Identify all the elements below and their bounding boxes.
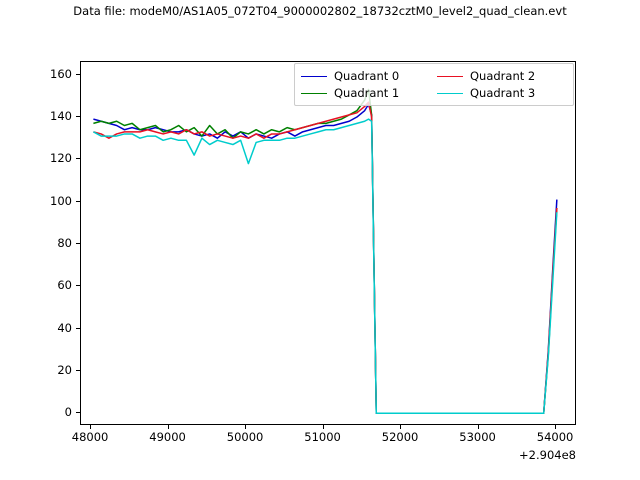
y-tick-mark: [76, 200, 80, 202]
y-axis-labels: 0 20 40 60 80 100 120 140 160: [0, 0, 72, 480]
legend-entry: Quadrant 1: [301, 85, 431, 101]
x-tick-mark: [555, 425, 557, 429]
x-tick-mark: [477, 425, 479, 429]
x-tick-label: 53000: [459, 430, 496, 444]
y-tick-label: 160: [50, 66, 72, 81]
y-tick-mark: [76, 412, 80, 414]
x-tick-label: 50000: [226, 430, 264, 444]
series-line: [93, 101, 558, 415]
y-tick-mark: [76, 116, 80, 118]
y-tick-label: 80: [57, 236, 72, 250]
legend-entry: Quadrant 2: [437, 68, 567, 84]
x-tick-label: 54000: [536, 430, 574, 444]
legend-color-swatch: [301, 92, 327, 94]
y-tick-label: 0: [64, 405, 72, 420]
x-axis-offset-label: +2.904e8: [519, 448, 576, 462]
legend-label: Quadrant 2: [470, 69, 536, 83]
legend-entry: Quadrant 0: [301, 68, 431, 84]
y-tick-label: 120: [50, 151, 72, 166]
y-tick-mark: [76, 73, 80, 75]
y-tick-mark: [76, 369, 80, 371]
series-line: [93, 118, 558, 415]
y-tick-label: 60: [57, 278, 72, 293]
x-tick-label: 52000: [381, 430, 419, 444]
series-line: [93, 88, 558, 415]
figure-title: Data file: modeM0/AS1A05_072T04_90000028…: [73, 4, 567, 18]
legend-color-swatch: [437, 75, 463, 77]
y-tick-label: 140: [50, 109, 72, 124]
y-tick-mark: [76, 285, 80, 287]
legend-label: Quadrant 0: [334, 69, 400, 83]
x-tick-mark: [245, 425, 247, 429]
series-line: [93, 103, 558, 415]
y-tick-mark: [76, 327, 80, 329]
y-tick-mark: [76, 158, 80, 160]
legend-color-swatch: [437, 92, 463, 94]
x-tick-mark: [90, 425, 92, 429]
data-lines: [93, 88, 558, 415]
legend-label: Quadrant 1: [334, 86, 400, 100]
legend-label: Quadrant 3: [470, 86, 536, 100]
y-tick-mark: [76, 243, 80, 244]
legend-entry: Quadrant 3: [437, 85, 567, 101]
y-tick-label: 20: [57, 362, 72, 377]
x-tick-mark: [322, 425, 324, 429]
x-tick-mark: [167, 425, 169, 429]
plot-area: [80, 61, 576, 425]
legend: Quadrant 0 Quadrant 2 Quadrant 1 Quadrant 3: [294, 63, 574, 106]
legend-grid: Quadrant 0 Quadrant 2 Quadrant 1 Quadrant 3: [301, 68, 567, 101]
y-tick-label: 100: [50, 193, 72, 208]
y-tick-label: 40: [57, 320, 72, 335]
legend-color-swatch: [301, 75, 327, 77]
x-tick-label: 49000: [149, 430, 186, 444]
x-tick-label: 48000: [71, 430, 109, 444]
x-tick-mark: [400, 425, 402, 429]
x-tick-label: 51000: [304, 430, 341, 444]
